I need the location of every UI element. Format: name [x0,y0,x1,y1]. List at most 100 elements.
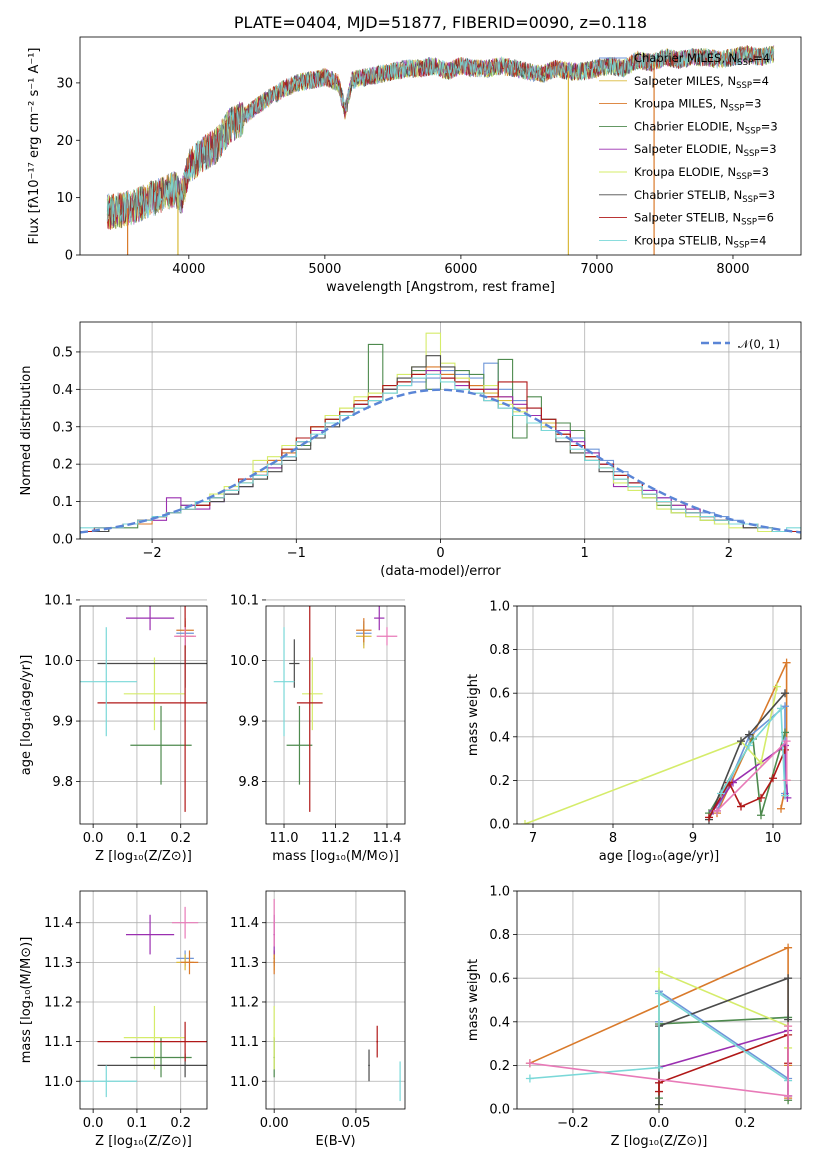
errorbar-point [376,627,398,646]
x-tick-label: 1 [581,546,589,561]
x-tick-label: 0.0 [83,831,104,846]
y-tick-label: 1.0 [489,885,510,900]
spectrum-line [106,46,775,226]
errorbar-point [273,898,275,947]
plot-area [521,658,792,824]
weight-marker [655,1063,663,1072]
y-axis-label: Normed distribution [19,366,34,496]
errorbar-point [125,606,175,631]
weight-marker [713,806,721,815]
y-tick-label: 0.1 [52,495,73,510]
y-tick-label: 20 [56,134,73,149]
errorbar-point [123,1005,186,1070]
y-axis-label: mass weight [466,674,481,756]
plot-area [80,906,207,1098]
weight-marker [781,689,789,698]
errorbar-point [399,1061,401,1102]
weight-marker [784,1091,793,1100]
y-tick-label: 0.8 [489,643,510,658]
errorbar-point [296,606,323,812]
errorbar-point [171,906,199,939]
plot-area [80,332,801,539]
x-axis-label: mass [log₁₀(M/M⊙)] [272,849,399,864]
axes-frame [516,890,802,1110]
y-tick-label: 0.2 [52,458,73,473]
weight-marker [745,730,753,739]
weight-marker [781,791,789,800]
y-tick-label: 10.1 [44,593,73,608]
weight-marker [521,820,529,824]
y-tick-label: 11.4 [230,916,259,931]
y-tick-label: 9.9 [238,715,259,730]
x-tick-label: 5000 [308,262,341,277]
weight-series [658,1033,789,1092]
y-tick-label: 30 [56,76,73,91]
legend-label: Kroupa ELODIE, NSSP=3 [634,165,769,182]
x-tick-label: 7000 [580,262,613,277]
weight-marker [769,774,777,783]
errorbar-point [125,914,175,955]
plot-area [273,606,398,812]
weight-marker [757,758,765,767]
legend-label: Chabrier MILES, NSSP=4 [634,51,770,68]
y-tick-label: 11.3 [230,956,259,971]
axes-frame [79,605,208,825]
weight-marker [705,813,713,822]
x-tick-label: 0.0 [83,1116,104,1131]
panel-3: 0.0 0.1 0.2 9.8 9.9 10.0 10.1 Z [log₁₀(Z/Z⊙)] ag… [19,593,208,864]
legend-label: Chabrier STELIB, NSSP=3 [634,188,775,205]
weight-marker [655,967,663,976]
x-axis-label: Z [log₁₀(Z/Z⊙)] [95,849,192,864]
y-tick-label: 1.0 [489,600,510,615]
y-tick-label: 0.6 [489,972,510,987]
errorbar-point [130,705,192,785]
panel-5: 7 8 9 10 0.0 0.2 0.4 0.6 0.8 1.0 age [log₁₀(age/yr… [466,600,802,864]
weight-marker [745,741,753,750]
y-tick-label: 0.3 [52,420,73,435]
y-tick-label: 11.0 [44,1075,73,1090]
y-tick-label: 11.1 [44,1035,73,1050]
y-tick-label: 0.6 [489,687,510,702]
y-tick-label: 0.2 [489,774,510,789]
y-tick-label: 10.1 [230,593,259,608]
weight-marker [782,658,791,667]
x-tick-label: 2 [725,546,733,561]
y-tick-label: 11.2 [44,995,73,1010]
legend: Chabrier MILES, NSSP=4 Salpeter MILES, NS… [599,51,778,250]
errorbar-point [97,1021,207,1062]
y-tick-label: 0.0 [52,533,73,548]
y-tick-label: 0.0 [489,818,510,833]
x-axis-label: age [log₁₀(age/yr)] [599,849,720,864]
weight-marker [757,811,765,820]
y-tick-label: 11.0 [230,1075,259,1090]
normal-curve [80,388,801,534]
histogram-series [80,373,801,539]
weight-marker [782,737,791,746]
x-tick-label: 0.2 [170,1116,191,1131]
x-tick-label: 6000 [444,262,477,277]
x-tick-label: 8 [609,831,617,846]
panel-2: −2 −1 0 1 2 0.0 0.1 0.2 0.3 0.4 0.5 (data-model)/er… [19,321,802,579]
axes-frame [265,605,406,825]
weight-series [524,686,778,824]
x-tick-label: 11.2 [321,831,350,846]
y-tick-label: 0.4 [52,383,73,398]
weight-series [720,706,786,796]
x-tick-label: 0.1 [127,831,148,846]
weight-series [708,692,786,820]
x-tick-label: 0.2 [735,1116,756,1131]
errorbar-point [180,950,199,975]
weight-marker [737,737,745,746]
y-axis-label: Flux [fλ10⁻¹⁷ erg cm⁻² s⁻¹ A⁻¹] [27,48,42,245]
weight-marker [655,989,663,998]
x-tick-label: 10 [765,831,782,846]
errorbar-point [289,639,300,688]
errorbar-point [123,657,186,731]
x-tick-label: 0.05 [341,1116,370,1131]
x-tick-label: 0.0 [649,1116,670,1131]
x-tick-label: 0.00 [260,1116,289,1131]
weight-marker [777,804,785,813]
y-axis-label: mass weight [466,959,481,1041]
weight-marker [773,682,781,691]
weight-series [708,749,786,818]
